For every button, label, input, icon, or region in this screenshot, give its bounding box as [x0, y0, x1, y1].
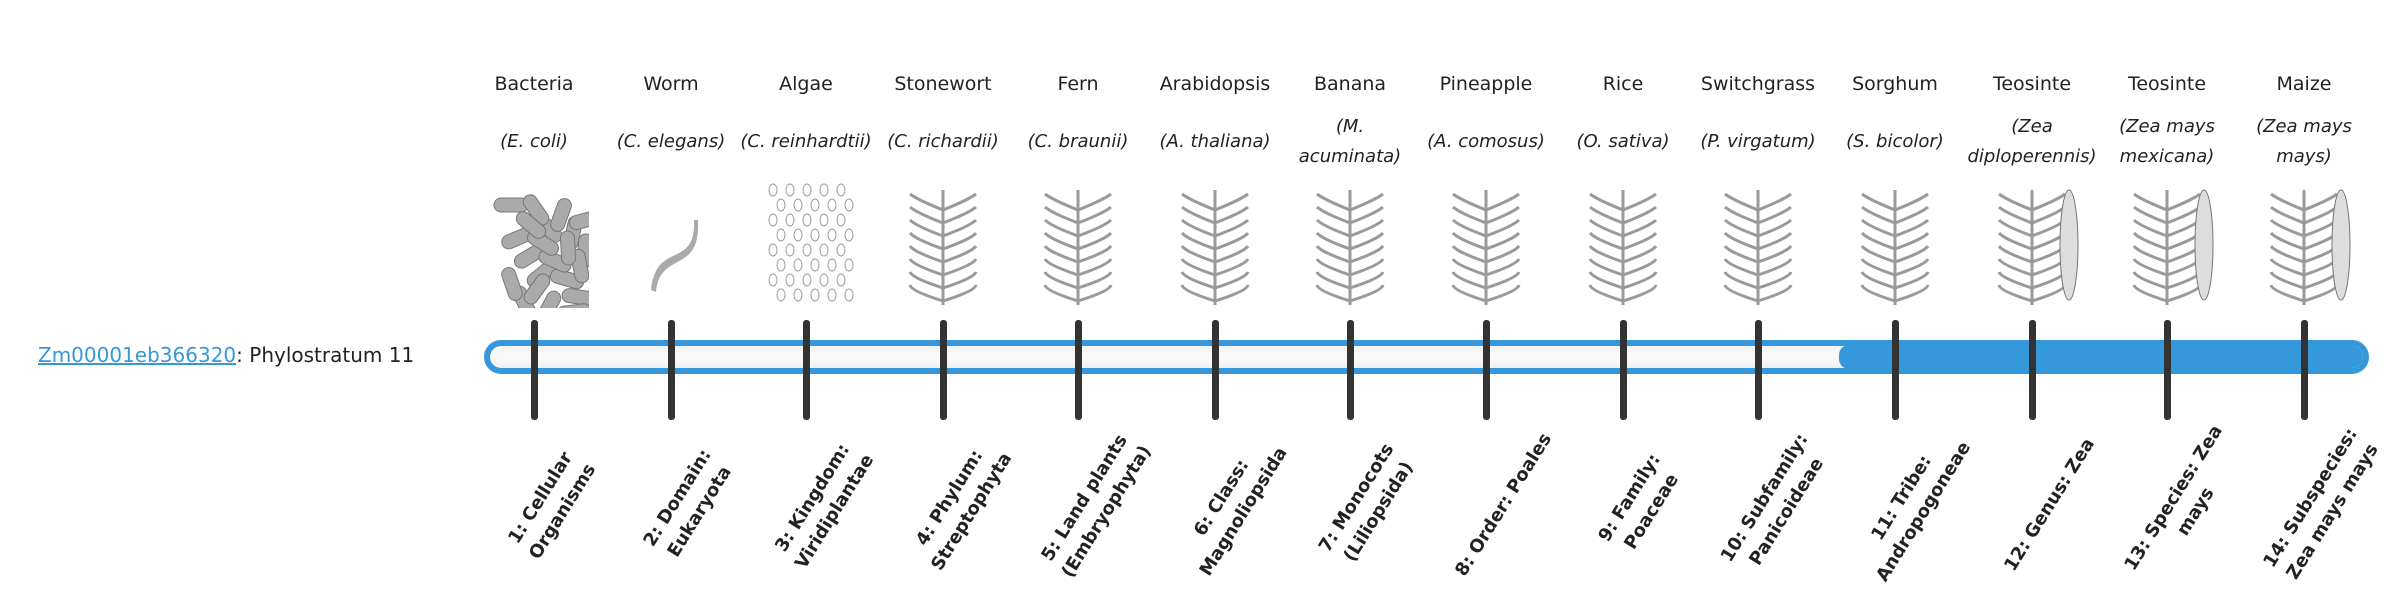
- organism-scientific-name: (Zea mays mays): [2256, 116, 2352, 167]
- organism-column: Stonewort (C. richardii): [875, 64, 1011, 308]
- organism-common-name: Banana: [1313, 73, 1387, 95]
- organism-common-name: Teosinte: [1992, 73, 2072, 95]
- organism-scientific-name: (A. comosus): [1427, 131, 1545, 152]
- fern-image: [1010, 180, 1146, 308]
- phylostratum-text: : Phylostratum 11: [236, 343, 415, 367]
- stratum-label: 5: Land plants (Embryophyta): [1037, 430, 1156, 582]
- stratum-label: 2: Domain: Eukaryota: [639, 445, 736, 561]
- organism-common-name: Fern: [1057, 73, 1099, 95]
- organism-column: Maize (Zea mays mays): [2236, 64, 2372, 308]
- organism-scientific-name: (A. thaliana): [1159, 131, 1271, 152]
- organism-scientific-name: (C. richardii): [887, 131, 999, 152]
- bacteria-image: [466, 180, 602, 308]
- organism-column: Arabidopsis (A. thaliana): [1147, 64, 1283, 308]
- organism-scientific-name: (C. braunii): [1027, 131, 1129, 152]
- stratum-label: 11: Tribe: Andropogoneae: [1867, 437, 1976, 586]
- stratum-label: 14: Subspecies: Zea mays mays: [2259, 424, 2383, 584]
- organism-column: Fern (C. braunii): [1010, 64, 1146, 308]
- stratum-label: 4: Phylum: Streptophyta: [911, 446, 1017, 575]
- stratum-tick: [2301, 320, 2308, 420]
- organism-column: Sorghum (S. bicolor): [1827, 64, 1963, 308]
- pineapple-image: [1418, 180, 1554, 308]
- stratum-tick: [2164, 320, 2171, 420]
- organism-common-name: Arabidopsis: [1159, 73, 1271, 95]
- stratum-label: 10: Subfamily: Panicoideae: [1716, 429, 1828, 570]
- organism-column: Teosinte (Zea diploperennis): [1964, 64, 2100, 308]
- algae-image: [738, 180, 874, 308]
- stratum-tick: [803, 320, 810, 420]
- stratum-tick: [1892, 320, 1899, 420]
- sorghum-image: [1827, 180, 1963, 308]
- stonewort-image: [875, 180, 1011, 308]
- organism-column: Worm (C. elegans): [603, 64, 739, 308]
- gene-label: Zm00001eb366320: Phylostratum 11: [38, 343, 414, 367]
- organism-scientific-name: (O. sativa): [1576, 131, 1670, 152]
- organism-common-name: Stonewort: [894, 73, 992, 95]
- worm-image: [603, 180, 739, 308]
- organism-column: Bacteria (E. coli): [466, 64, 602, 308]
- stratum-label: 12: Genus: Zea: [2000, 434, 2099, 576]
- stratum-label: 9: Family: Poaceae: [1594, 450, 1684, 554]
- stratum-label: 8: Order: Poales: [1451, 429, 1557, 581]
- organism-common-name: Maize: [2276, 73, 2332, 95]
- phylostratum-bar: [484, 340, 2369, 374]
- stratum-label: 6: Class: Magnoliopsida: [1189, 443, 1292, 580]
- organism-column: Pineapple (A. comosus): [1418, 64, 1554, 308]
- teosinte-image: [1964, 180, 2100, 308]
- gene-link[interactable]: Zm00001eb366320: [38, 343, 237, 367]
- organism-scientific-name: (P. virgatum): [1700, 131, 1816, 152]
- stratum-tick: [1755, 320, 1762, 420]
- organism-common-name: Worm: [643, 73, 699, 95]
- stratum-tick: [531, 320, 538, 420]
- organism-scientific-name: (M. acuminata): [1298, 116, 1402, 167]
- organism-common-name: Pineapple: [1439, 73, 1533, 95]
- stratum-tick: [668, 320, 675, 420]
- organism-scientific-name: (Zea diploperennis): [1967, 116, 2097, 167]
- stratum-label: 13: Species: Zea mays: [2120, 421, 2227, 575]
- switchgrass-image: [1690, 180, 1826, 308]
- stratum-tick: [2029, 320, 2036, 420]
- stratum-tick: [1212, 320, 1219, 420]
- teosinte-mexicana-image: [2099, 180, 2235, 308]
- stratum-tick: [1620, 320, 1627, 420]
- organism-common-name: Sorghum: [1852, 73, 1938, 95]
- stratum-label: 1: Cellular Organisms: [504, 448, 601, 564]
- organism-column: Teosinte (Zea mays mexicana): [2099, 64, 2235, 308]
- organism-column: Algae (C. reinhardtii): [738, 64, 874, 308]
- banana-image: [1282, 180, 1418, 308]
- stratum-label: 7: Monocots (Liliopsida): [1314, 439, 1418, 566]
- arabidopsis-image: [1147, 180, 1283, 308]
- organism-common-name: Bacteria: [494, 73, 574, 95]
- organism-scientific-name: (E. coli): [500, 131, 568, 152]
- maize-image: [2236, 180, 2372, 308]
- organism-column: Banana (M. acuminata): [1282, 64, 1418, 308]
- organism-scientific-name: (C. elegans): [616, 131, 726, 152]
- stratum-tick: [940, 320, 947, 420]
- organism-common-name: Rice: [1602, 73, 1644, 95]
- organism-column: Switchgrass (P. virgatum): [1690, 64, 1826, 308]
- stratum-label: 3: Kingdom: Viridiplantae: [771, 440, 879, 573]
- organism-scientific-name: (Zea mays mexicana): [2119, 116, 2215, 167]
- organism-common-name: Switchgrass: [1700, 73, 1816, 95]
- organism-scientific-name: (C. reinhardtii): [740, 131, 872, 152]
- stratum-tick: [1483, 320, 1490, 420]
- organism-column: Rice (O. sativa): [1555, 64, 1691, 308]
- stratum-tick: [1075, 320, 1082, 420]
- organism-common-name: Teosinte: [2127, 73, 2207, 95]
- stratum-tick: [1347, 320, 1354, 420]
- organism-scientific-name: (S. bicolor): [1846, 131, 1944, 152]
- organism-common-name: Algae: [779, 73, 833, 95]
- rice-image: [1555, 180, 1691, 308]
- phylostratum-fill: [1838, 346, 2363, 368]
